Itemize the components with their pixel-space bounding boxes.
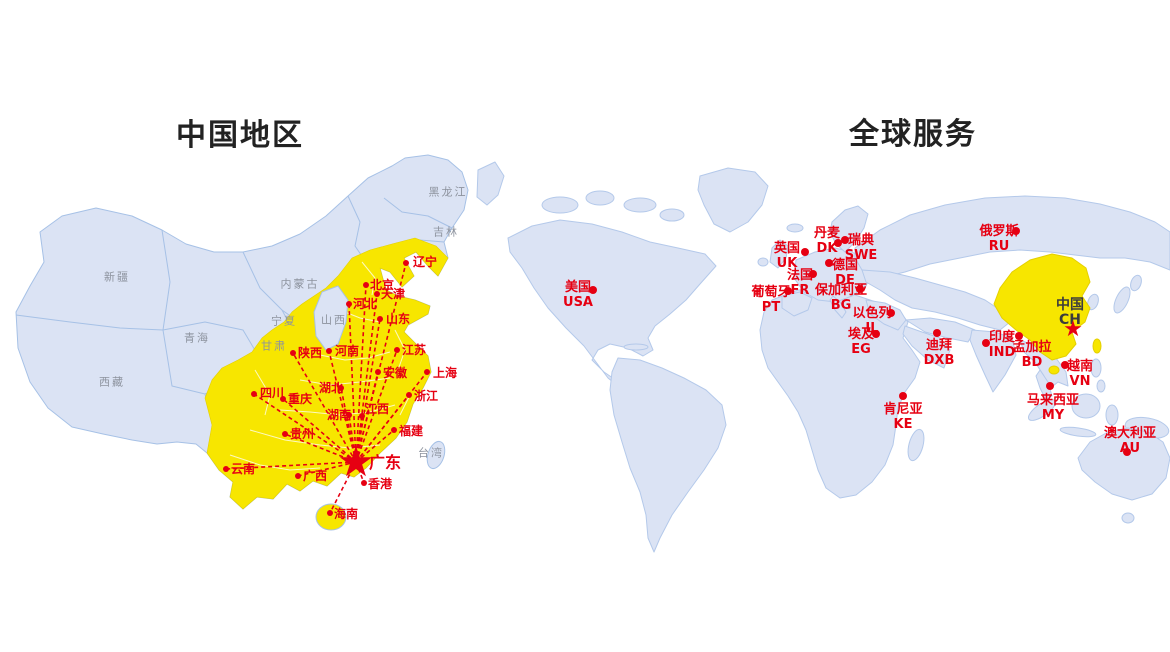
anatolia-levant bbox=[865, 299, 907, 331]
world-taiwan bbox=[1092, 338, 1102, 354]
russia bbox=[854, 195, 1170, 279]
korea bbox=[1087, 293, 1099, 311]
tasmania bbox=[1121, 512, 1135, 524]
sulawesi bbox=[1105, 404, 1119, 426]
madagascar bbox=[907, 428, 925, 462]
route-lines bbox=[225, 262, 428, 514]
borneo bbox=[1071, 393, 1101, 419]
north-america bbox=[507, 219, 717, 399]
taiwan-island bbox=[426, 440, 446, 470]
greenland bbox=[697, 167, 769, 233]
china-highlighted-region bbox=[204, 237, 449, 510]
south-america bbox=[609, 357, 727, 553]
alaska bbox=[476, 161, 505, 206]
world-map-title: 全球服务 bbox=[849, 117, 977, 152]
iceland bbox=[786, 223, 804, 233]
arctic-island bbox=[623, 197, 657, 213]
arctic-island bbox=[659, 208, 685, 222]
hainan-island bbox=[315, 503, 347, 531]
iberia bbox=[781, 291, 813, 317]
world-map bbox=[476, 161, 1170, 553]
yellow-region-borders bbox=[229, 261, 411, 471]
central-asia bbox=[861, 269, 1011, 331]
world-hainan bbox=[1048, 365, 1060, 375]
philippines bbox=[1090, 358, 1102, 378]
australia bbox=[1077, 427, 1170, 501]
arabian-peninsula bbox=[902, 325, 951, 369]
ireland bbox=[757, 257, 769, 267]
europe bbox=[793, 247, 873, 303]
arctic-island bbox=[585, 190, 615, 206]
shanxi-region bbox=[313, 285, 349, 351]
sumatra bbox=[1027, 399, 1057, 421]
philippines bbox=[1096, 379, 1106, 393]
china-map-title: 中国地区 bbox=[176, 118, 304, 153]
java bbox=[1059, 426, 1097, 438]
japan bbox=[1113, 286, 1131, 314]
india bbox=[969, 329, 1017, 393]
world-china-region bbox=[993, 253, 1091, 361]
arctic-island bbox=[541, 196, 579, 214]
cuba bbox=[623, 343, 649, 351]
united-kingdom bbox=[769, 239, 789, 269]
china-map bbox=[15, 154, 469, 531]
japan bbox=[1130, 274, 1142, 292]
italy bbox=[829, 295, 847, 319]
